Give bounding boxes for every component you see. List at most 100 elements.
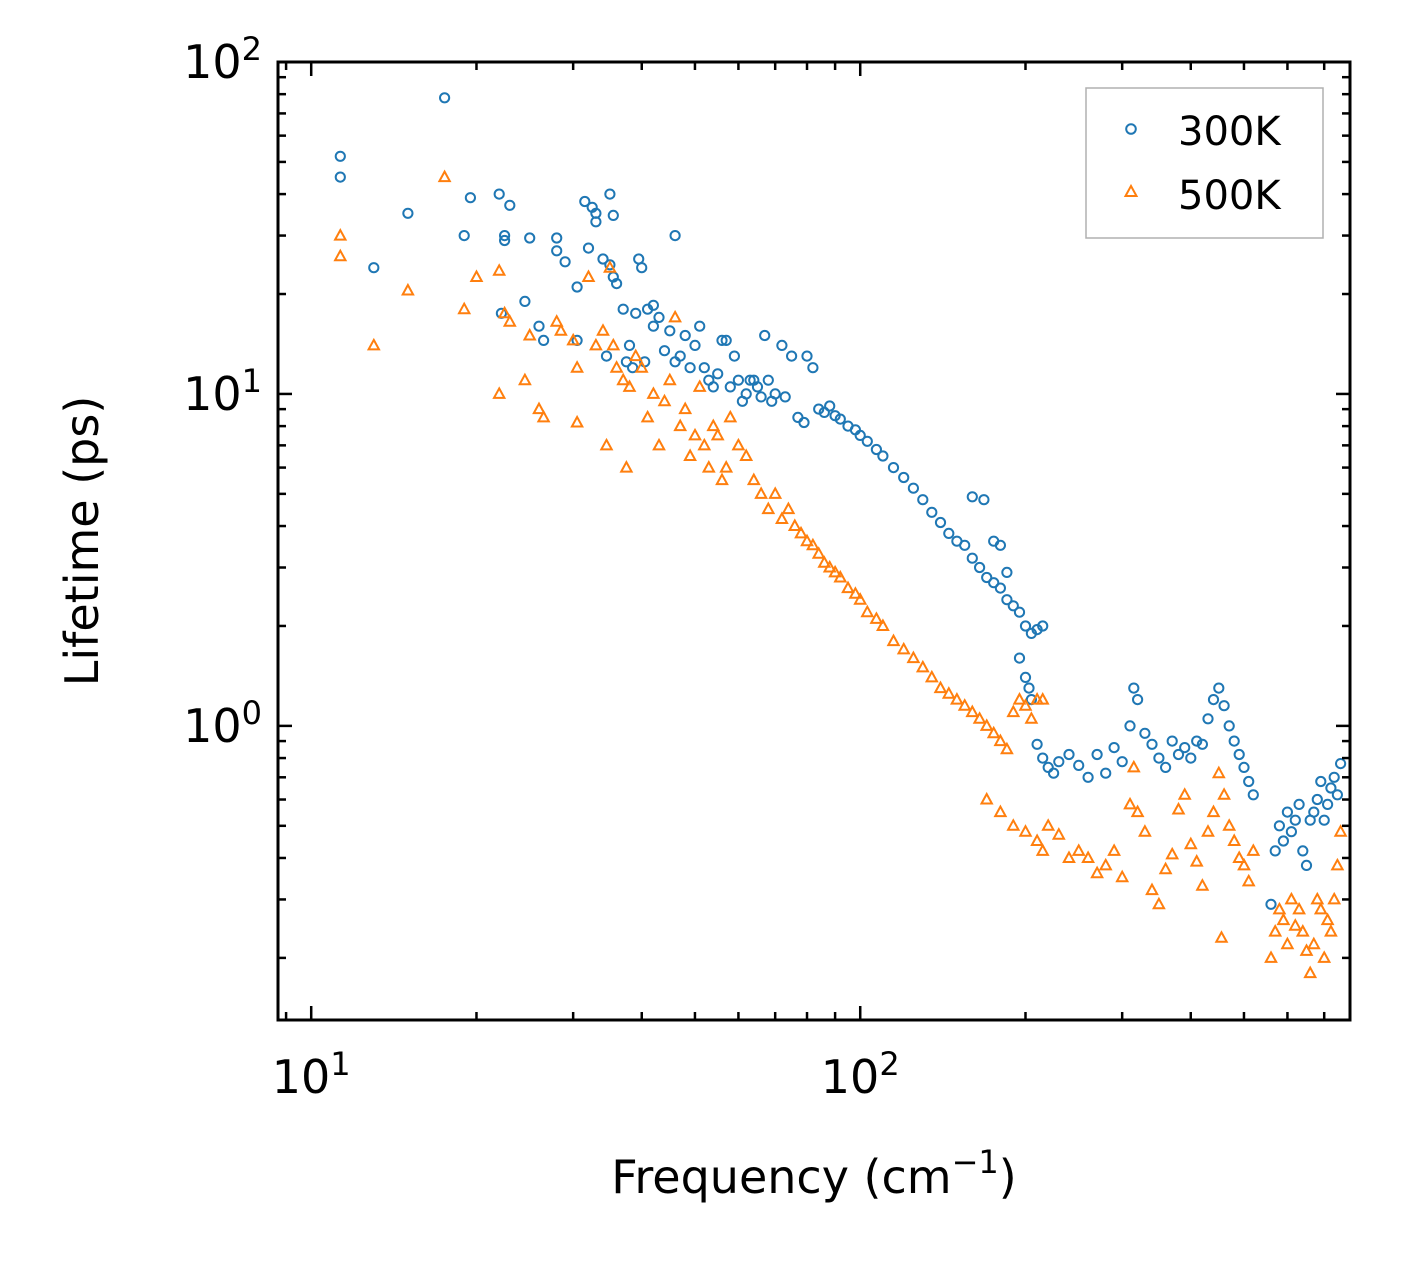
point-300k xyxy=(1091,748,1103,761)
point-300k xyxy=(620,356,633,368)
point-500k xyxy=(589,337,603,351)
point-300k xyxy=(966,491,978,503)
point-300k xyxy=(627,362,639,374)
point-300k xyxy=(551,245,563,257)
point-500k xyxy=(1145,882,1159,896)
point-500k xyxy=(688,427,702,441)
point-300k xyxy=(1132,694,1144,706)
point-300k xyxy=(1335,758,1347,770)
point-300k xyxy=(1037,620,1049,632)
point-300k xyxy=(801,350,813,362)
point-500k xyxy=(761,501,776,515)
point-300k xyxy=(551,232,563,244)
point-300k xyxy=(988,577,1000,589)
point-500k xyxy=(719,460,734,473)
point-500k xyxy=(731,437,746,451)
point-500k xyxy=(1081,850,1095,863)
point-500k xyxy=(437,169,452,183)
point-500k xyxy=(979,718,994,731)
point-500k xyxy=(701,460,716,473)
point-500k xyxy=(628,348,643,362)
point-500k xyxy=(1183,836,1198,850)
point-300k xyxy=(669,230,681,242)
point-500k xyxy=(1222,818,1237,831)
point-300k xyxy=(1100,767,1112,779)
point-500k xyxy=(1211,765,1226,779)
point-500k xyxy=(1295,924,1310,937)
point-500k xyxy=(941,686,956,699)
point-500k xyxy=(522,327,537,341)
point-300k xyxy=(1019,671,1032,684)
point-300k xyxy=(751,381,764,393)
point-500k xyxy=(668,309,682,323)
point-300k xyxy=(600,350,613,362)
point-500k xyxy=(986,725,1001,739)
point-300k xyxy=(887,462,900,474)
point-500k xyxy=(697,437,712,451)
point-500k xyxy=(1232,850,1247,863)
point-300k xyxy=(1315,775,1327,788)
point-300k xyxy=(617,303,629,315)
point-500k xyxy=(768,486,783,499)
point-500k xyxy=(1327,891,1342,905)
point-300k xyxy=(590,207,602,219)
legend: 300K 500K xyxy=(1085,87,1324,239)
point-300k xyxy=(1160,761,1172,774)
point-300k xyxy=(630,307,642,319)
point-500k xyxy=(1024,711,1039,724)
point-300k xyxy=(1124,720,1136,732)
point-500k xyxy=(1158,861,1173,875)
point-500k xyxy=(848,586,863,599)
point-300k xyxy=(582,242,595,254)
point-500k xyxy=(924,669,939,683)
point-300k xyxy=(571,281,583,293)
point-300k xyxy=(458,230,470,242)
point-300k xyxy=(769,388,781,400)
point-300k xyxy=(1281,806,1294,818)
point-500k xyxy=(841,580,855,594)
point-300k xyxy=(1318,814,1330,826)
point-500k xyxy=(622,379,637,392)
x-tick-label: 102 xyxy=(821,1045,900,1104)
point-300k xyxy=(1001,566,1013,579)
point-500k xyxy=(896,641,911,655)
point-300k xyxy=(674,350,686,362)
point-300k xyxy=(1293,798,1305,811)
point-500k xyxy=(1320,912,1335,926)
point-500k xyxy=(1152,896,1166,910)
point-500k xyxy=(581,269,596,282)
point-500k xyxy=(1299,943,1314,956)
plot-frame xyxy=(276,60,1352,1022)
point-300k xyxy=(1265,898,1277,910)
point-500k xyxy=(1201,824,1215,837)
point-300k xyxy=(870,443,883,456)
x-tick-label: 101 xyxy=(272,1045,351,1104)
point-500k xyxy=(1018,698,1033,711)
point-500k xyxy=(1306,936,1321,950)
point-300k xyxy=(334,150,346,162)
point-300k xyxy=(818,406,830,418)
point-300k xyxy=(1300,859,1313,872)
point-300k xyxy=(604,188,616,200)
point-300k xyxy=(974,561,986,574)
point-500k xyxy=(1292,901,1306,915)
point-300k xyxy=(1108,742,1120,754)
point-300k xyxy=(798,416,810,429)
point-500k xyxy=(599,437,614,451)
point-500k xyxy=(1214,930,1229,943)
point-500k xyxy=(1062,850,1076,863)
point-500k xyxy=(794,525,808,539)
point-500k xyxy=(1177,787,1192,800)
point-300k xyxy=(1202,713,1214,725)
point-300k xyxy=(1247,789,1259,801)
point-300k xyxy=(712,368,724,380)
point-500k xyxy=(1324,924,1338,937)
point-300k xyxy=(1172,748,1185,761)
point-300k xyxy=(538,334,550,346)
legend-500k-marker xyxy=(1123,183,1139,197)
point-300k xyxy=(1273,820,1286,832)
point-500k xyxy=(754,486,768,499)
point-300k xyxy=(684,362,696,374)
point-300k xyxy=(1013,606,1026,618)
